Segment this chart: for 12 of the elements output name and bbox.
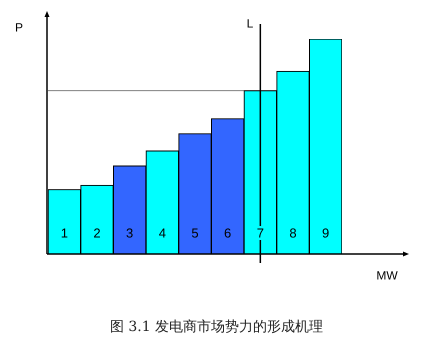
x-tick-label: 9 bbox=[322, 225, 330, 240]
x-tick-label: 3 bbox=[126, 225, 134, 240]
ref-line-label: L bbox=[246, 16, 254, 30]
x-tick-label: 5 bbox=[191, 225, 199, 240]
x-tick-label: 2 bbox=[93, 225, 101, 240]
y-axis-title: P bbox=[15, 20, 24, 34]
x-tick-label: 6 bbox=[224, 225, 232, 240]
caption: 图 3.1 发电商市场势力的形成机理 bbox=[108, 318, 324, 336]
x-tick-label: 1 bbox=[60, 225, 68, 240]
x-axis-title: MW bbox=[376, 268, 398, 282]
x-tick-label: 4 bbox=[158, 225, 166, 240]
x-tick-label: 8 bbox=[289, 225, 297, 240]
